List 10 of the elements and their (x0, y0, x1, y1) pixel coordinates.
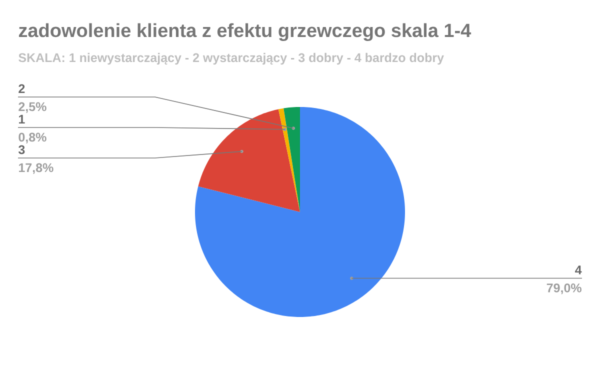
chart-title: zadowolenie klienta z efektu grzewczego skala 1-4 (18, 23, 472, 42)
data-label: 2,5% (18, 102, 46, 113)
data-label: 17,8% (18, 163, 54, 174)
slice-label: 1 (18, 114, 25, 124)
slice-label: 2 (18, 84, 25, 93)
data-label: 79,0% (546, 284, 582, 294)
slice-label: 3 (18, 145, 25, 154)
chart-subtitle: SKALA: 1 niewystarczający - 2 wystarczający - 3 dobry - 4 bardzo dobry (18, 52, 444, 65)
slice-label: 4 (575, 266, 582, 274)
data-label: 0,8% (18, 132, 46, 144)
